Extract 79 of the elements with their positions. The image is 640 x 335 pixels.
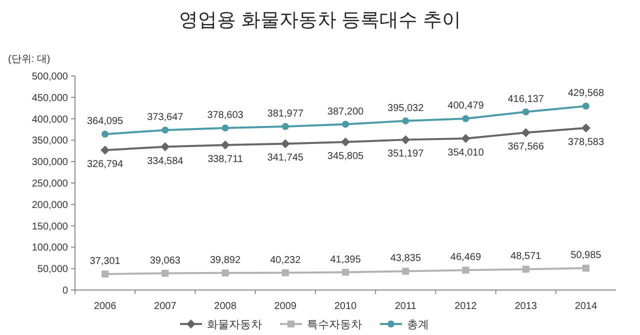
point: [462, 266, 470, 274]
y-axis-title: (단위: 대): [8, 54, 50, 65]
x-tick-label: 2013: [514, 301, 538, 312]
y-tick-label: 100,000: [32, 242, 68, 254]
data-label: 364,095: [86, 116, 124, 128]
point: [582, 102, 590, 110]
point: [342, 268, 349, 276]
data-label: 373,647: [147, 112, 184, 124]
point: [402, 268, 410, 275]
point: [461, 134, 470, 143]
point: [160, 142, 170, 152]
data-label: 50,985: [570, 250, 602, 262]
point: [282, 123, 289, 130]
data-label: 351,197: [388, 148, 424, 160]
data-label: 378,583: [568, 136, 604, 148]
data-label: 326,794: [86, 159, 124, 170]
data-label: 381,977: [267, 108, 304, 120]
data-label: 334,584: [147, 156, 184, 167]
point: [100, 146, 110, 155]
point: [401, 135, 410, 144]
data-label: 39,063: [150, 255, 181, 266]
y-tick-label: 500,000: [32, 72, 68, 82]
point: [581, 123, 590, 132]
data-label: 39,892: [210, 254, 242, 266]
point: [220, 140, 230, 150]
point: [162, 126, 169, 134]
data-label: 341,745: [267, 152, 304, 164]
y-tick-label: 400,000: [32, 114, 68, 126]
point: [521, 128, 530, 138]
y-tick-label: 150,000: [32, 221, 68, 232]
point: [222, 269, 229, 276]
point: [280, 139, 290, 148]
data-label: 378,603: [207, 110, 244, 121]
point: [162, 270, 169, 277]
point: [342, 120, 349, 128]
y-tick-label: 0: [62, 286, 68, 296]
data-label: 400,479: [448, 100, 484, 112]
y-tick-label: 200,000: [32, 200, 68, 211]
y-tick-label: 450,000: [32, 92, 68, 104]
chart-title: 영업용 화물자동차 등록대수 추이: [179, 10, 461, 31]
point: [222, 124, 229, 132]
point: [102, 270, 109, 278]
legend-label: 화물자동차: [207, 319, 262, 331]
data-label: 48,571: [510, 251, 542, 262]
data-label: 43,835: [390, 253, 422, 264]
point: [522, 108, 530, 116]
y-tick-label: 250,000: [32, 178, 68, 190]
y-tick-label: 50,000: [37, 264, 68, 276]
point: [582, 264, 590, 272]
x-tick-label: 2008: [214, 301, 237, 312]
y-tick-label: 350,000: [32, 136, 68, 147]
data-label: 46,469: [450, 252, 482, 264]
data-label: 387,200: [327, 106, 364, 118]
data-label: 429,568: [568, 88, 604, 100]
data-label: 416,137: [508, 94, 544, 105]
data-label: 40,232: [270, 254, 302, 266]
data-label: 345,805: [327, 150, 364, 162]
point: [282, 269, 289, 276]
legend-label: 특수자동차: [307, 319, 362, 331]
point: [102, 130, 109, 138]
x-tick-label: 2011: [394, 301, 417, 312]
x-tick-label: 2006: [94, 301, 117, 312]
data-label: 338,711: [208, 154, 244, 166]
data-label: 41,395: [330, 254, 362, 266]
data-label: 37,301: [90, 256, 121, 268]
point: [522, 266, 530, 273]
x-tick-label: 2009: [274, 301, 297, 312]
point: [341, 137, 350, 146]
x-tick-label: 2014: [574, 301, 598, 312]
legend-label: 총계: [407, 319, 429, 331]
data-label: 395,032: [388, 102, 424, 114]
data-label: 354,010: [448, 147, 484, 158]
data-label: 367,566: [508, 142, 544, 153]
point: [402, 117, 410, 124]
x-tick-label: 2007: [154, 301, 177, 312]
point: [462, 115, 470, 122]
y-tick-label: 300,000: [32, 157, 68, 168]
x-tick-label: 2012: [454, 301, 478, 312]
x-tick-label: 2010: [334, 301, 358, 312]
